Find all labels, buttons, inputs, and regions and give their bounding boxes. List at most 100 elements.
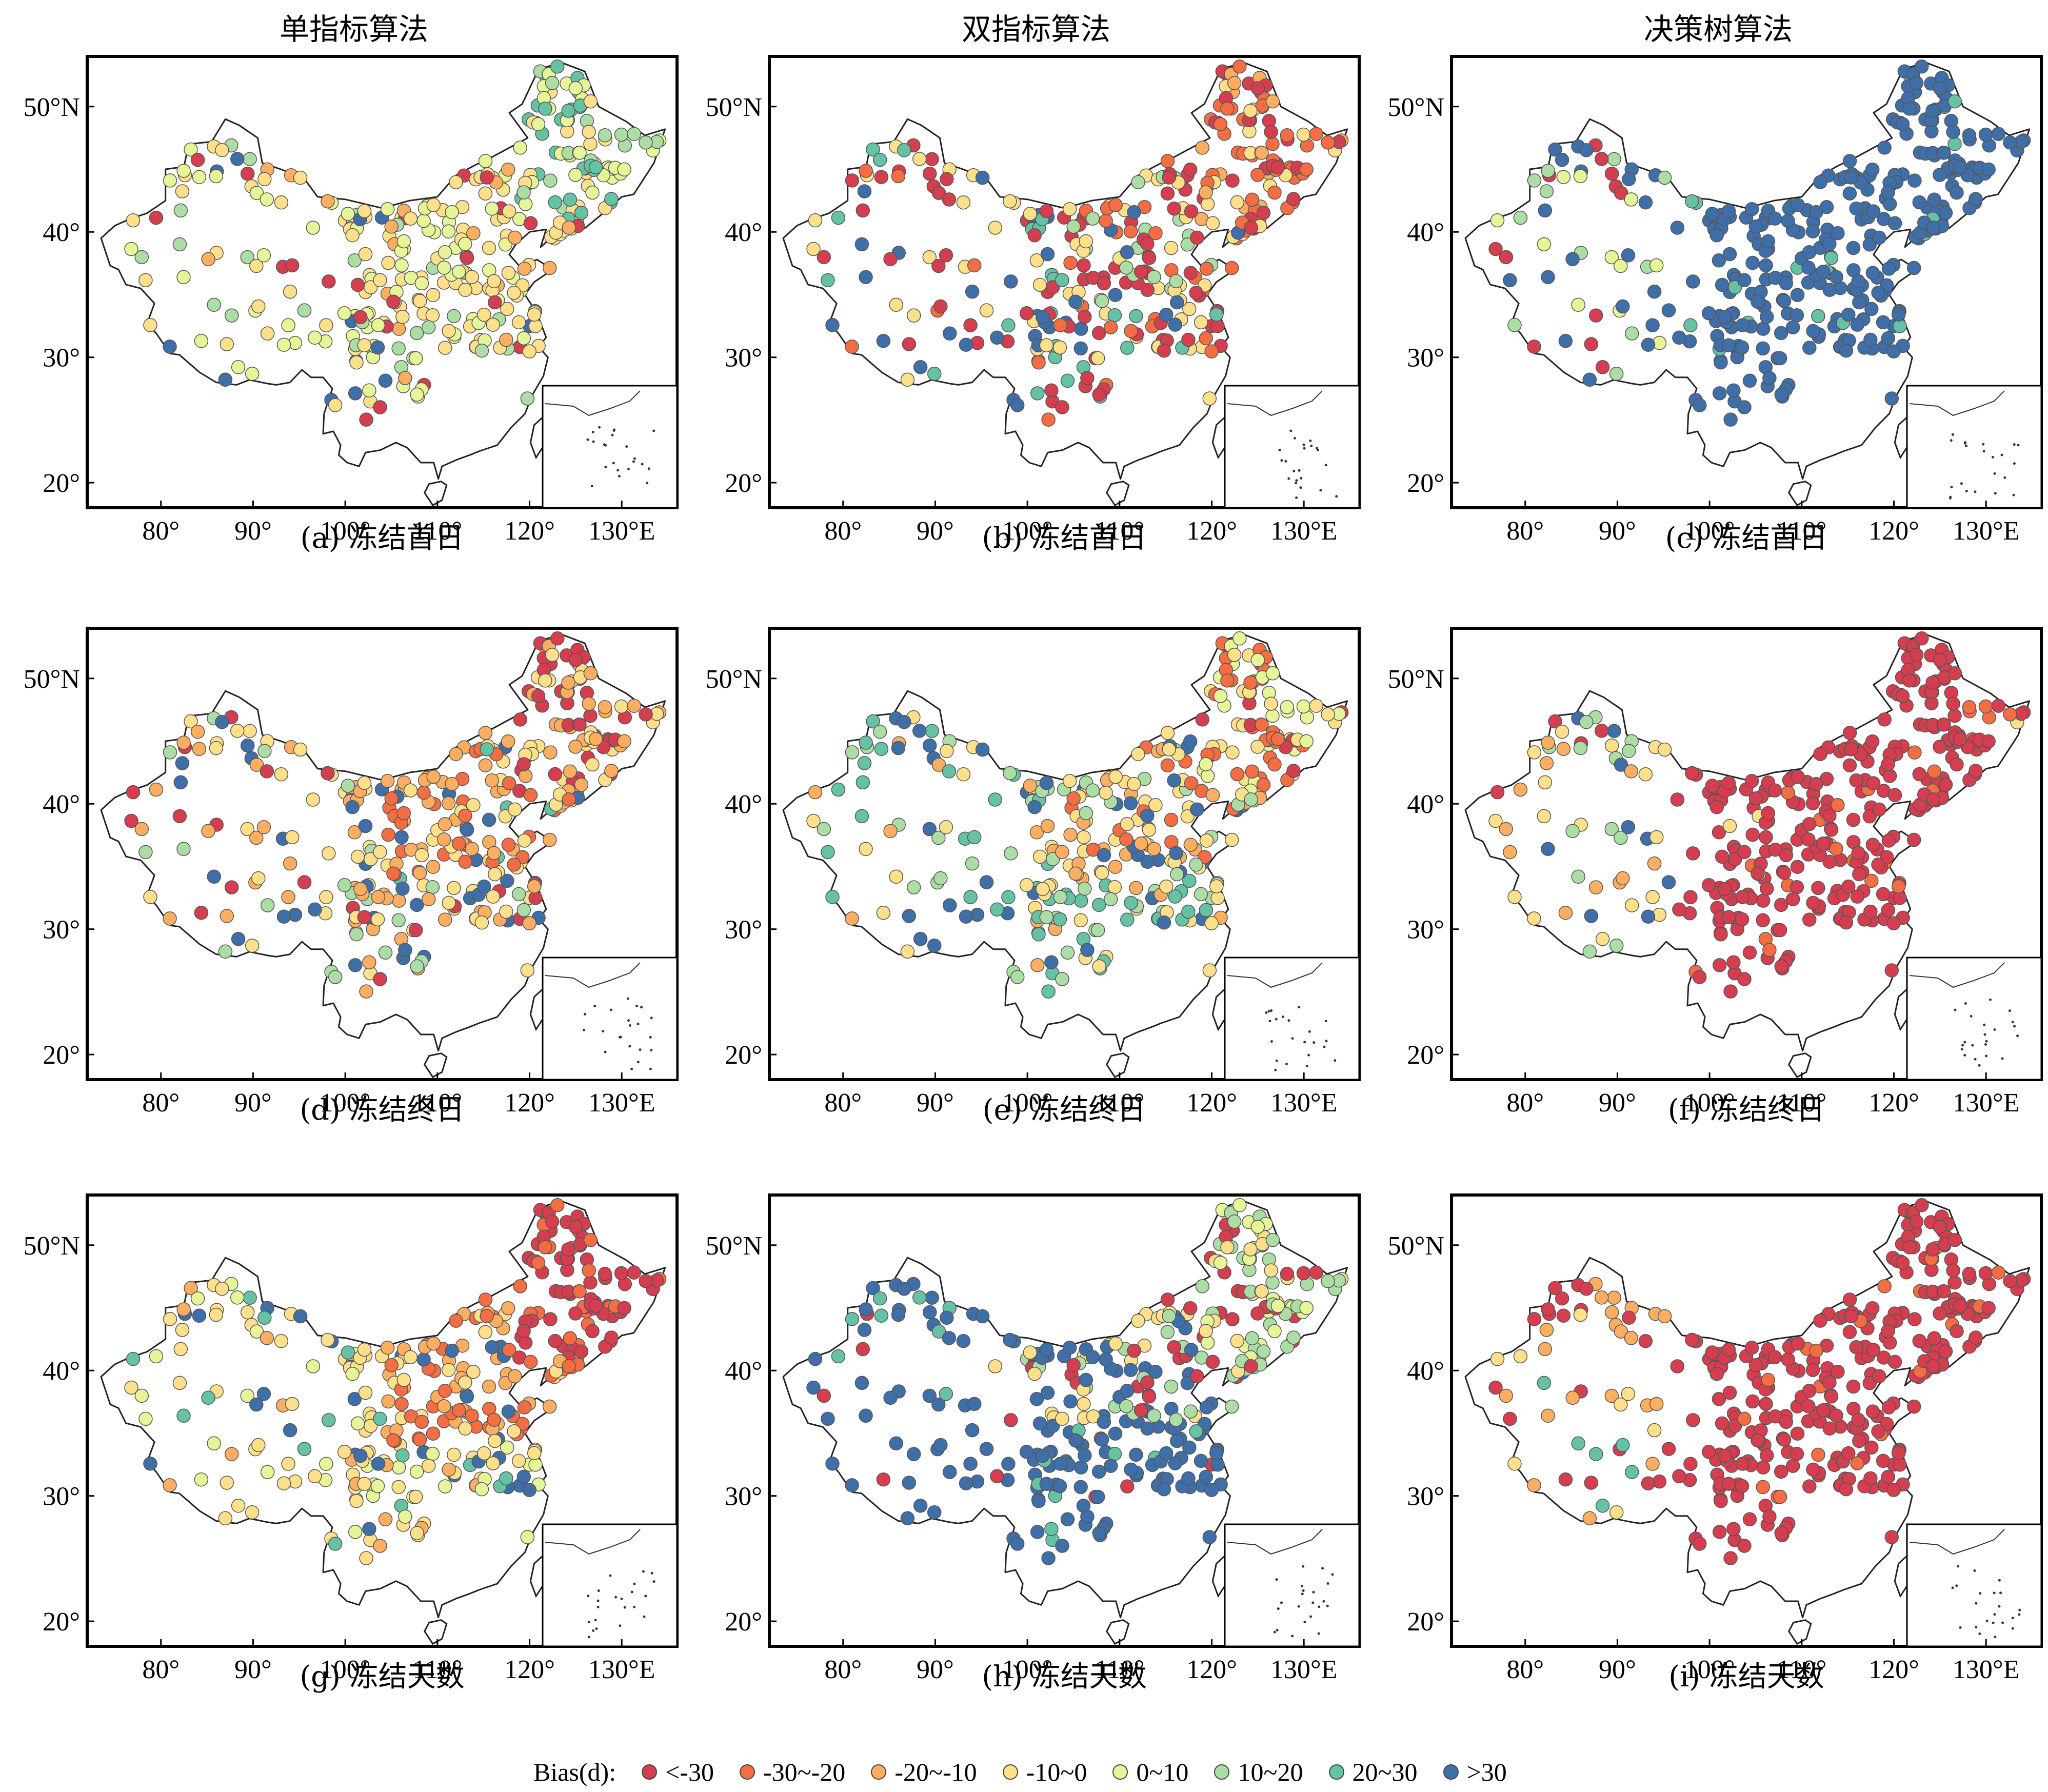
inset-island [1978,1632,1981,1635]
station-dot [900,1511,915,1526]
station-dot [1044,383,1059,397]
station-dot [449,1313,463,1328]
station-dot [240,166,255,181]
station-dot [1232,59,1247,74]
station-dot [460,1389,474,1404]
station-dot [975,742,990,757]
inset-island [1951,1586,1954,1589]
station-dot [386,294,401,309]
station-dot [138,1411,153,1426]
station-dot [498,809,513,824]
station-dot [1183,1301,1198,1316]
station-dot [2003,135,2017,150]
inset-island [1295,482,1298,485]
station-dot [1558,905,1573,920]
station-dot [902,909,917,923]
y-tick-label: 50°N [706,1231,762,1261]
station-dot [1265,94,1280,109]
station-dot [488,867,502,882]
station-dot [1004,274,1018,289]
station-dot [321,1332,335,1347]
station-dot [507,858,521,872]
station-dot [1267,1324,1282,1339]
station-dot [1657,742,1672,757]
station-dot [1213,689,1228,703]
inset-island [650,1049,653,1052]
inset-map [1906,957,2042,1081]
station-dot [1887,1355,1902,1369]
station-dot [1582,944,1597,959]
station-dot [1124,324,1138,339]
inset-island [587,1621,590,1624]
station-dot [328,1537,343,1551]
station-dot [965,284,980,299]
map-svg: 80° 90° 100° 110° 120° 130°E50°N40°30°20° [24,627,679,1118]
station-dot [1718,1448,1732,1463]
legend-item: >30 [1443,1757,1507,1787]
station-dot [482,241,496,255]
station-dot [1194,315,1208,330]
inset-island [635,1004,639,1007]
inset-island [1993,1613,1996,1616]
station-dot [1661,875,1676,889]
station-dot [1641,337,1656,352]
station-dot [306,221,321,235]
station-dot [1183,162,1198,177]
station-dot [561,1242,575,1257]
station-dot [806,813,821,828]
station-dot [285,830,300,845]
station-dot [859,164,873,178]
station-dot [817,822,831,837]
station-dot [1865,838,1880,852]
station-dot [1039,204,1054,218]
station-dot [1286,1330,1301,1345]
station-dot [1299,162,1314,177]
y-tick-label: 30° [725,344,762,373]
station-dot [1947,666,1962,681]
station-dot [458,1375,472,1390]
china-boundary [1464,1200,2031,1619]
station-dot [1846,812,1861,827]
station-dot [1849,201,1863,216]
station-dot [245,366,260,381]
station-dot [531,689,546,703]
station-dot [465,842,479,856]
station-dot [1735,890,1750,904]
station-dot [1108,1426,1123,1441]
inset-island [632,460,635,463]
station-dot [1906,832,1921,847]
station-dot [1877,712,1892,727]
station-dot [1019,878,1034,892]
station-dot [1204,344,1219,359]
inset-island [1985,1040,1988,1043]
inset-island [633,1605,636,1608]
station-dot [1816,265,1831,279]
legend-item: 20~30 [1328,1757,1418,1787]
station-dot [1488,1380,1503,1395]
inset-island [2001,1621,2004,1624]
station-dot [1090,923,1105,938]
station-dot [1748,1358,1763,1372]
station-dot [466,226,481,241]
station-dot [1785,892,1800,906]
station-dot [371,890,386,904]
station-dot [1647,856,1662,871]
station-dot [845,911,859,926]
inset-island [1275,1018,1278,1021]
station-dot [437,261,451,275]
station-dot [1190,230,1204,245]
inset-island [1274,1068,1277,1071]
station-dot [1027,1366,1042,1381]
station-dot [1933,1306,1947,1321]
y-tick-label: 40° [43,790,80,819]
inset-island [1289,429,1293,432]
station-dot [1095,1432,1109,1447]
station-dot [209,741,224,755]
station-dot [283,284,297,299]
x-tick-label: 120° [1186,1655,1237,1684]
station-dot [1926,792,1940,807]
map-panel: 80° 90° 100° 110° 120° 130°E 50°N 40° 30° 20° (c) … [1364,0,2044,564]
station-dot [1588,308,1603,323]
station-dot [220,1476,234,1490]
station-dot [523,788,538,803]
